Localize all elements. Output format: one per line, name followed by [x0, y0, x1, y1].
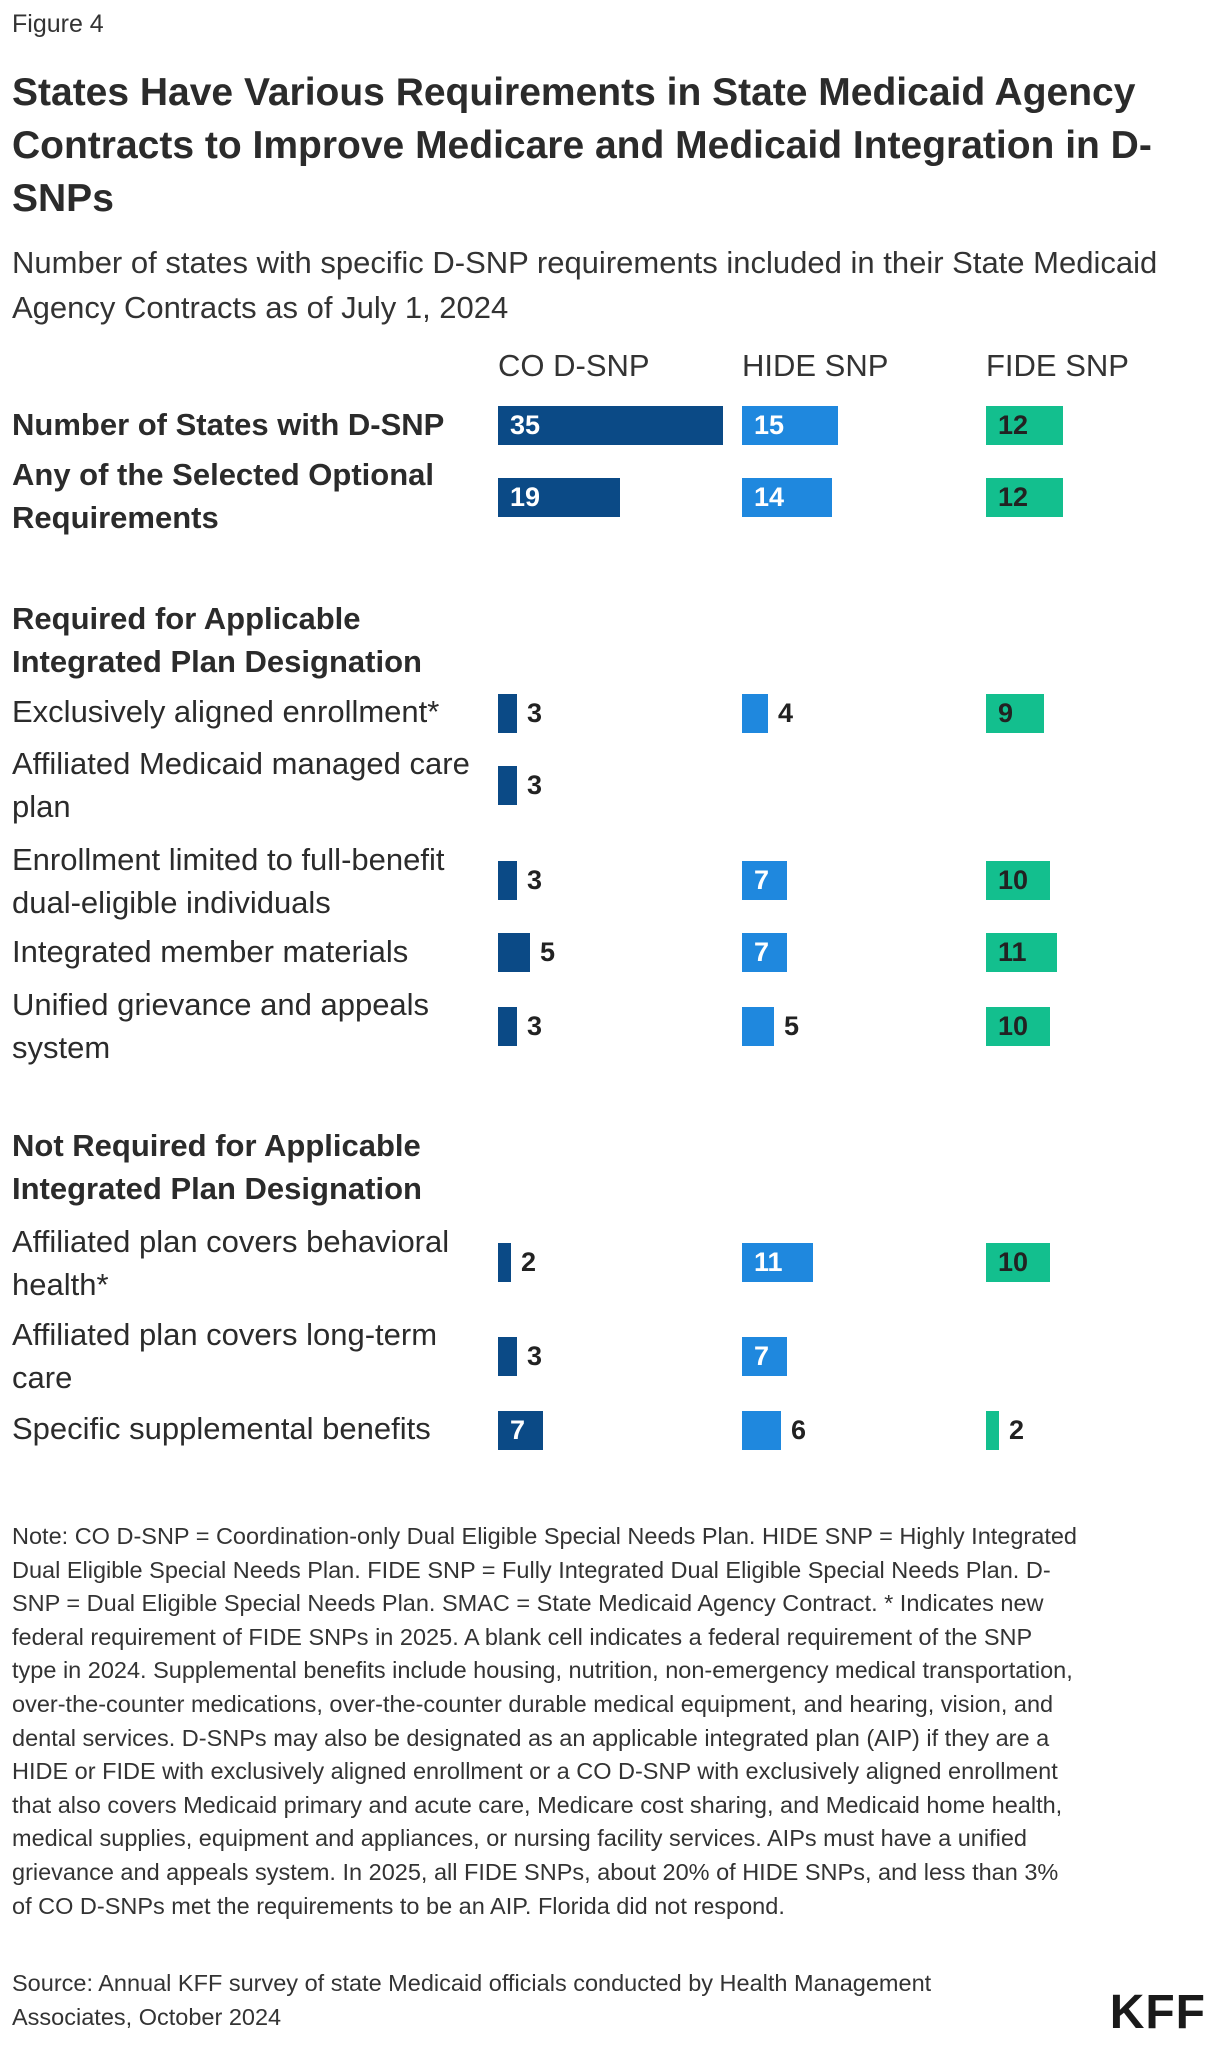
data-label-hide-snp: 11: [754, 1247, 783, 1277]
column-header-co-dsnp: CO D-SNP: [498, 348, 650, 383]
data-label-fide-snp: 12: [998, 410, 1029, 440]
bar-fide-snp: [986, 1411, 999, 1450]
row-label: Affiliated Medicaid managed care plan: [12, 746, 470, 824]
chart-note: Note: CO D-SNP = Coordination-only Dual …: [12, 1523, 1077, 1919]
data-label-fide-snp: 12: [998, 482, 1029, 512]
data-label-hide-snp: 7: [754, 937, 770, 967]
data-label-co-dsnp: 2: [521, 1247, 537, 1277]
bar-hide-snp: [742, 1007, 774, 1046]
data-label-hide-snp: 4: [778, 698, 794, 728]
row-label: Affiliated plan covers long-term care: [12, 1317, 438, 1395]
bar-fide-snp: [986, 861, 1050, 900]
section-header-not-required: Not Required for Applicable Integrated P…: [12, 1128, 422, 1206]
bar-hide-snp: [742, 1243, 813, 1282]
data-label-co-dsnp: 19: [510, 482, 541, 512]
column-header-fide-snp: FIDE SNP: [986, 348, 1129, 383]
data-label-fide-snp: 11: [998, 937, 1027, 967]
bar-hide-snp: [742, 933, 787, 972]
bar-co-dsnp: [498, 861, 517, 900]
bar-co-dsnp: [498, 1243, 511, 1282]
row-label: Enrollment limited to full-benefit dual-…: [12, 842, 445, 920]
data-label-hide-snp: 15: [754, 410, 785, 440]
kff-logo: KFF: [1109, 1986, 1206, 2039]
bar-fide-snp: [986, 1007, 1050, 1046]
data-label-co-dsnp: 3: [527, 698, 543, 728]
bar-co-dsnp: [498, 766, 517, 805]
bar-hide-snp: [742, 1411, 781, 1450]
bar-co-dsnp: [498, 406, 723, 445]
row-label: Unified grievance and appeals system: [12, 987, 430, 1065]
bar-hide-snp: [742, 1337, 787, 1376]
bar-fide-snp: [986, 933, 1057, 972]
row-label: Integrated member materials: [12, 934, 409, 969]
data-label-hide-snp: 7: [754, 1341, 770, 1371]
bar-hide-snp: [742, 478, 832, 517]
data-label-fide-snp: 9: [998, 698, 1014, 728]
row-label: Any of the Selected Optional Requirement…: [12, 457, 434, 535]
chart-source: Source: Annual KFF survey of state Medic…: [12, 1970, 932, 2030]
bar-co-dsnp: [498, 1337, 517, 1376]
row-label: Affiliated plan covers behavioral health…: [12, 1224, 450, 1302]
bar-co-dsnp: [498, 478, 620, 517]
data-label-fide-snp: 2: [1009, 1415, 1025, 1445]
bar-fide-snp: [986, 1243, 1050, 1282]
data-label-co-dsnp: 7: [510, 1415, 526, 1445]
row-label: Exclusively aligned enrollment*: [12, 694, 440, 729]
bar-hide-snp: [742, 861, 787, 900]
data-label-hide-snp: 5: [784, 1011, 800, 1041]
data-label-fide-snp: 10: [998, 1247, 1029, 1277]
data-label-fide-snp: 10: [998, 1011, 1029, 1041]
data-label-co-dsnp: 3: [527, 1341, 543, 1371]
data-label-fide-snp: 10: [998, 865, 1029, 895]
bar-co-dsnp: [498, 933, 530, 972]
bar-co-dsnp: [498, 1411, 543, 1450]
data-label-co-dsnp: 5: [540, 937, 556, 967]
column-header-hide-snp: HIDE SNP: [742, 348, 889, 383]
bar-hide-snp: [742, 406, 838, 445]
data-label-hide-snp: 6: [791, 1415, 807, 1445]
bar-fide-snp: [986, 694, 1044, 733]
row-label: Number of States with D-SNP: [12, 407, 445, 442]
bar-hide-snp: [742, 694, 768, 733]
data-label-hide-snp: 7: [754, 865, 770, 895]
chart-subtitle: Number of states with specific D-SNP req…: [12, 245, 1158, 325]
row-label: Specific supplemental benefits: [12, 1411, 431, 1446]
data-label-co-dsnp: 35: [510, 410, 541, 440]
section-header-required: Required for Applicable Integrated Plan …: [12, 601, 422, 679]
data-label-co-dsnp: 3: [527, 865, 543, 895]
chart-title: States Have Various Requirements in Stat…: [12, 71, 1152, 220]
data-label-hide-snp: 14: [754, 482, 785, 512]
bar-fide-snp: [986, 478, 1063, 517]
data-label-co-dsnp: 3: [527, 770, 543, 800]
data-label-co-dsnp: 3: [527, 1011, 543, 1041]
bar-fide-snp: [986, 406, 1063, 445]
figure-label: Figure 4: [12, 10, 104, 38]
bar-co-dsnp: [498, 1007, 517, 1046]
bar-co-dsnp: [498, 694, 517, 733]
